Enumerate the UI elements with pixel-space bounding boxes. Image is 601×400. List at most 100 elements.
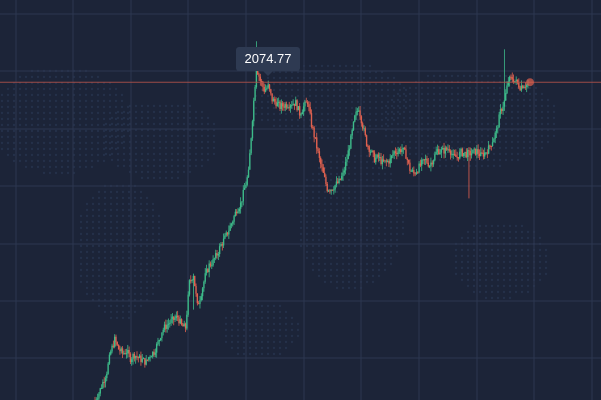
- map-dot: [392, 106, 396, 110]
- map-dot: [296, 88, 300, 92]
- map-dot: [90, 153, 94, 157]
- map-dot: [365, 232, 369, 236]
- map-dot: [284, 316, 288, 320]
- candle-body: [238, 208, 241, 212]
- map-dot: [284, 340, 288, 344]
- candle-body: [381, 159, 384, 164]
- map-dot: [54, 75, 58, 79]
- map-dot: [6, 93, 10, 97]
- map-dot: [350, 88, 354, 92]
- map-dot: [480, 86, 484, 90]
- candle-body: [262, 82, 264, 88]
- map-dot: [152, 122, 156, 126]
- map-dot: [480, 92, 484, 96]
- map-dot: [426, 86, 430, 90]
- candle-body: [187, 294, 189, 315]
- map-dot: [134, 104, 138, 108]
- map-dot: [91, 196, 95, 200]
- map-dot: [484, 278, 488, 282]
- map-dot: [374, 124, 378, 128]
- map-dot: [103, 262, 107, 266]
- map-dot: [60, 135, 64, 139]
- map-dot: [278, 82, 282, 86]
- candle-body: [137, 357, 139, 359]
- map-dot: [402, 110, 406, 114]
- map-dot: [335, 238, 339, 242]
- map-dot: [66, 135, 70, 139]
- map-dot: [420, 116, 424, 120]
- candle-body: [409, 162, 411, 171]
- map-dot: [104, 152, 108, 156]
- map-dot: [145, 244, 149, 248]
- map-dot: [460, 260, 464, 264]
- map-dot: [151, 208, 155, 212]
- map-dot: [170, 164, 174, 168]
- map-dot: [122, 158, 126, 162]
- map-dot: [377, 274, 381, 278]
- candle-body: [426, 158, 428, 163]
- map-dot: [326, 112, 330, 116]
- map-dot: [224, 316, 228, 320]
- map-dot: [522, 98, 526, 102]
- map-dot: [109, 280, 113, 284]
- map-dot: [85, 232, 89, 236]
- map-dot: [311, 226, 315, 230]
- candle-body: [369, 151, 372, 153]
- map-dot: [79, 238, 83, 242]
- map-dot: [426, 146, 430, 150]
- map-dot: [91, 256, 95, 260]
- candle-body: [149, 356, 151, 358]
- candle-body: [146, 359, 149, 361]
- map-dot: [332, 136, 336, 140]
- candle-body: [212, 259, 214, 266]
- map-dot: [498, 140, 502, 144]
- map-dot: [84, 153, 88, 157]
- map-dot: [502, 278, 506, 282]
- map-dot: [540, 122, 544, 126]
- map-dot: [350, 106, 354, 110]
- map-dot: [157, 256, 161, 260]
- map-dot: [514, 278, 518, 282]
- map-dot: [514, 248, 518, 252]
- map-dot: [182, 170, 186, 174]
- candle-body: [368, 146, 370, 152]
- map-dot: [502, 224, 506, 228]
- map-dot: [284, 118, 288, 122]
- map-dot: [36, 159, 40, 163]
- map-dot: [353, 190, 357, 194]
- map-dot: [383, 202, 387, 206]
- map-dot: [139, 256, 143, 260]
- map-dot: [365, 244, 369, 248]
- map-dot: [514, 290, 518, 294]
- map-dot: [157, 214, 161, 218]
- map-dot: [408, 98, 412, 102]
- candle-body: [103, 382, 105, 384]
- map-dot: [109, 292, 113, 296]
- map-dot: [456, 104, 460, 108]
- map-dot: [85, 238, 89, 242]
- candlestick-series: [94, 41, 529, 400]
- candle-body: [373, 152, 376, 163]
- map-dot: [371, 250, 375, 254]
- candle-body: [428, 166, 431, 168]
- candle-body: [427, 162, 429, 167]
- map-dot: [212, 134, 216, 138]
- map-dot: [353, 286, 357, 290]
- map-dot: [552, 122, 556, 126]
- map-dot: [48, 153, 52, 157]
- map-dot: [164, 140, 168, 144]
- candle-body: [480, 152, 482, 156]
- map-dot: [164, 158, 168, 162]
- map-dot: [329, 172, 333, 176]
- map-dot: [353, 256, 357, 260]
- map-dot: [158, 146, 162, 150]
- map-dot: [18, 75, 22, 79]
- map-dot: [444, 110, 448, 114]
- map-dot: [347, 238, 351, 242]
- map-dot: [504, 110, 508, 114]
- map-dot: [24, 135, 28, 139]
- map-dot: [188, 140, 192, 144]
- map-dot: [398, 100, 402, 104]
